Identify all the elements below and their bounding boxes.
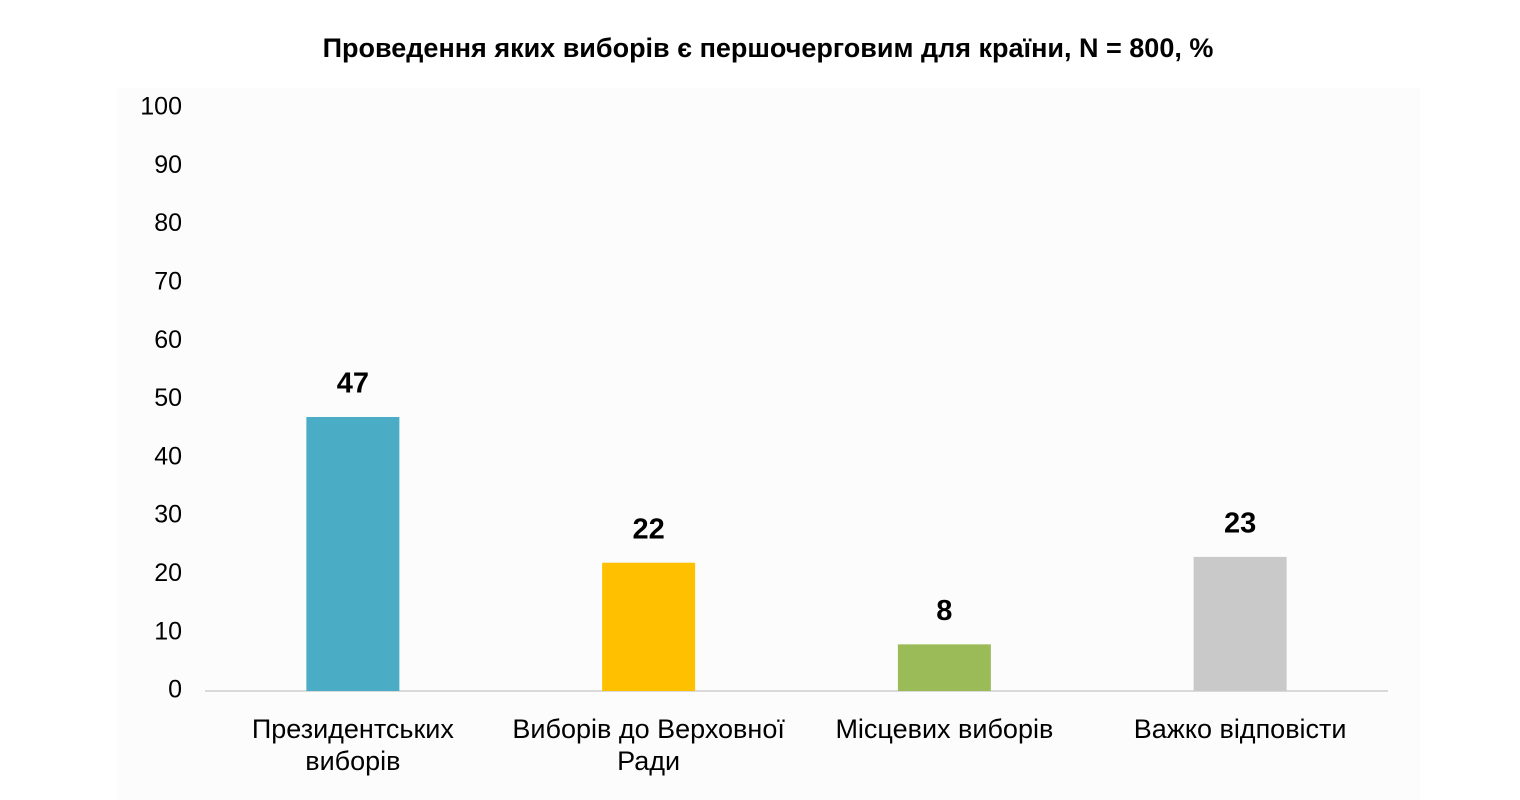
x-tick-label: Виборів до Верховної Ради	[512, 714, 785, 776]
bar	[1193, 556, 1287, 691]
data-label: 47	[337, 368, 369, 400]
data-label: 22	[632, 513, 664, 545]
x-tick-label: Президентських виборів	[251, 714, 454, 776]
y-tick-label: 0	[168, 676, 182, 704]
y-tick-label: 10	[154, 617, 182, 645]
y-tick-label: 70	[154, 268, 182, 296]
y-tick-label: 40	[154, 442, 182, 470]
y-tick-label: 60	[154, 326, 182, 354]
y-tick-label: 100	[140, 93, 182, 121]
data-label: 8	[936, 595, 952, 627]
x-tick-label: Місцевих виборів	[835, 714, 1054, 744]
bar	[602, 562, 696, 691]
y-tick-label: 20	[154, 559, 182, 587]
chart-title: Проведення яких виборів є першочерговим …	[323, 33, 1214, 63]
y-tick-label: 80	[154, 209, 182, 237]
data-label: 23	[1224, 508, 1256, 540]
x-tick-label: Важко відповісти	[1133, 714, 1347, 744]
y-tick-label: 30	[154, 501, 182, 529]
y-tick-label: 50	[154, 384, 182, 412]
y-tick-label: 90	[154, 151, 182, 179]
bar	[306, 416, 400, 691]
bar	[897, 644, 991, 691]
